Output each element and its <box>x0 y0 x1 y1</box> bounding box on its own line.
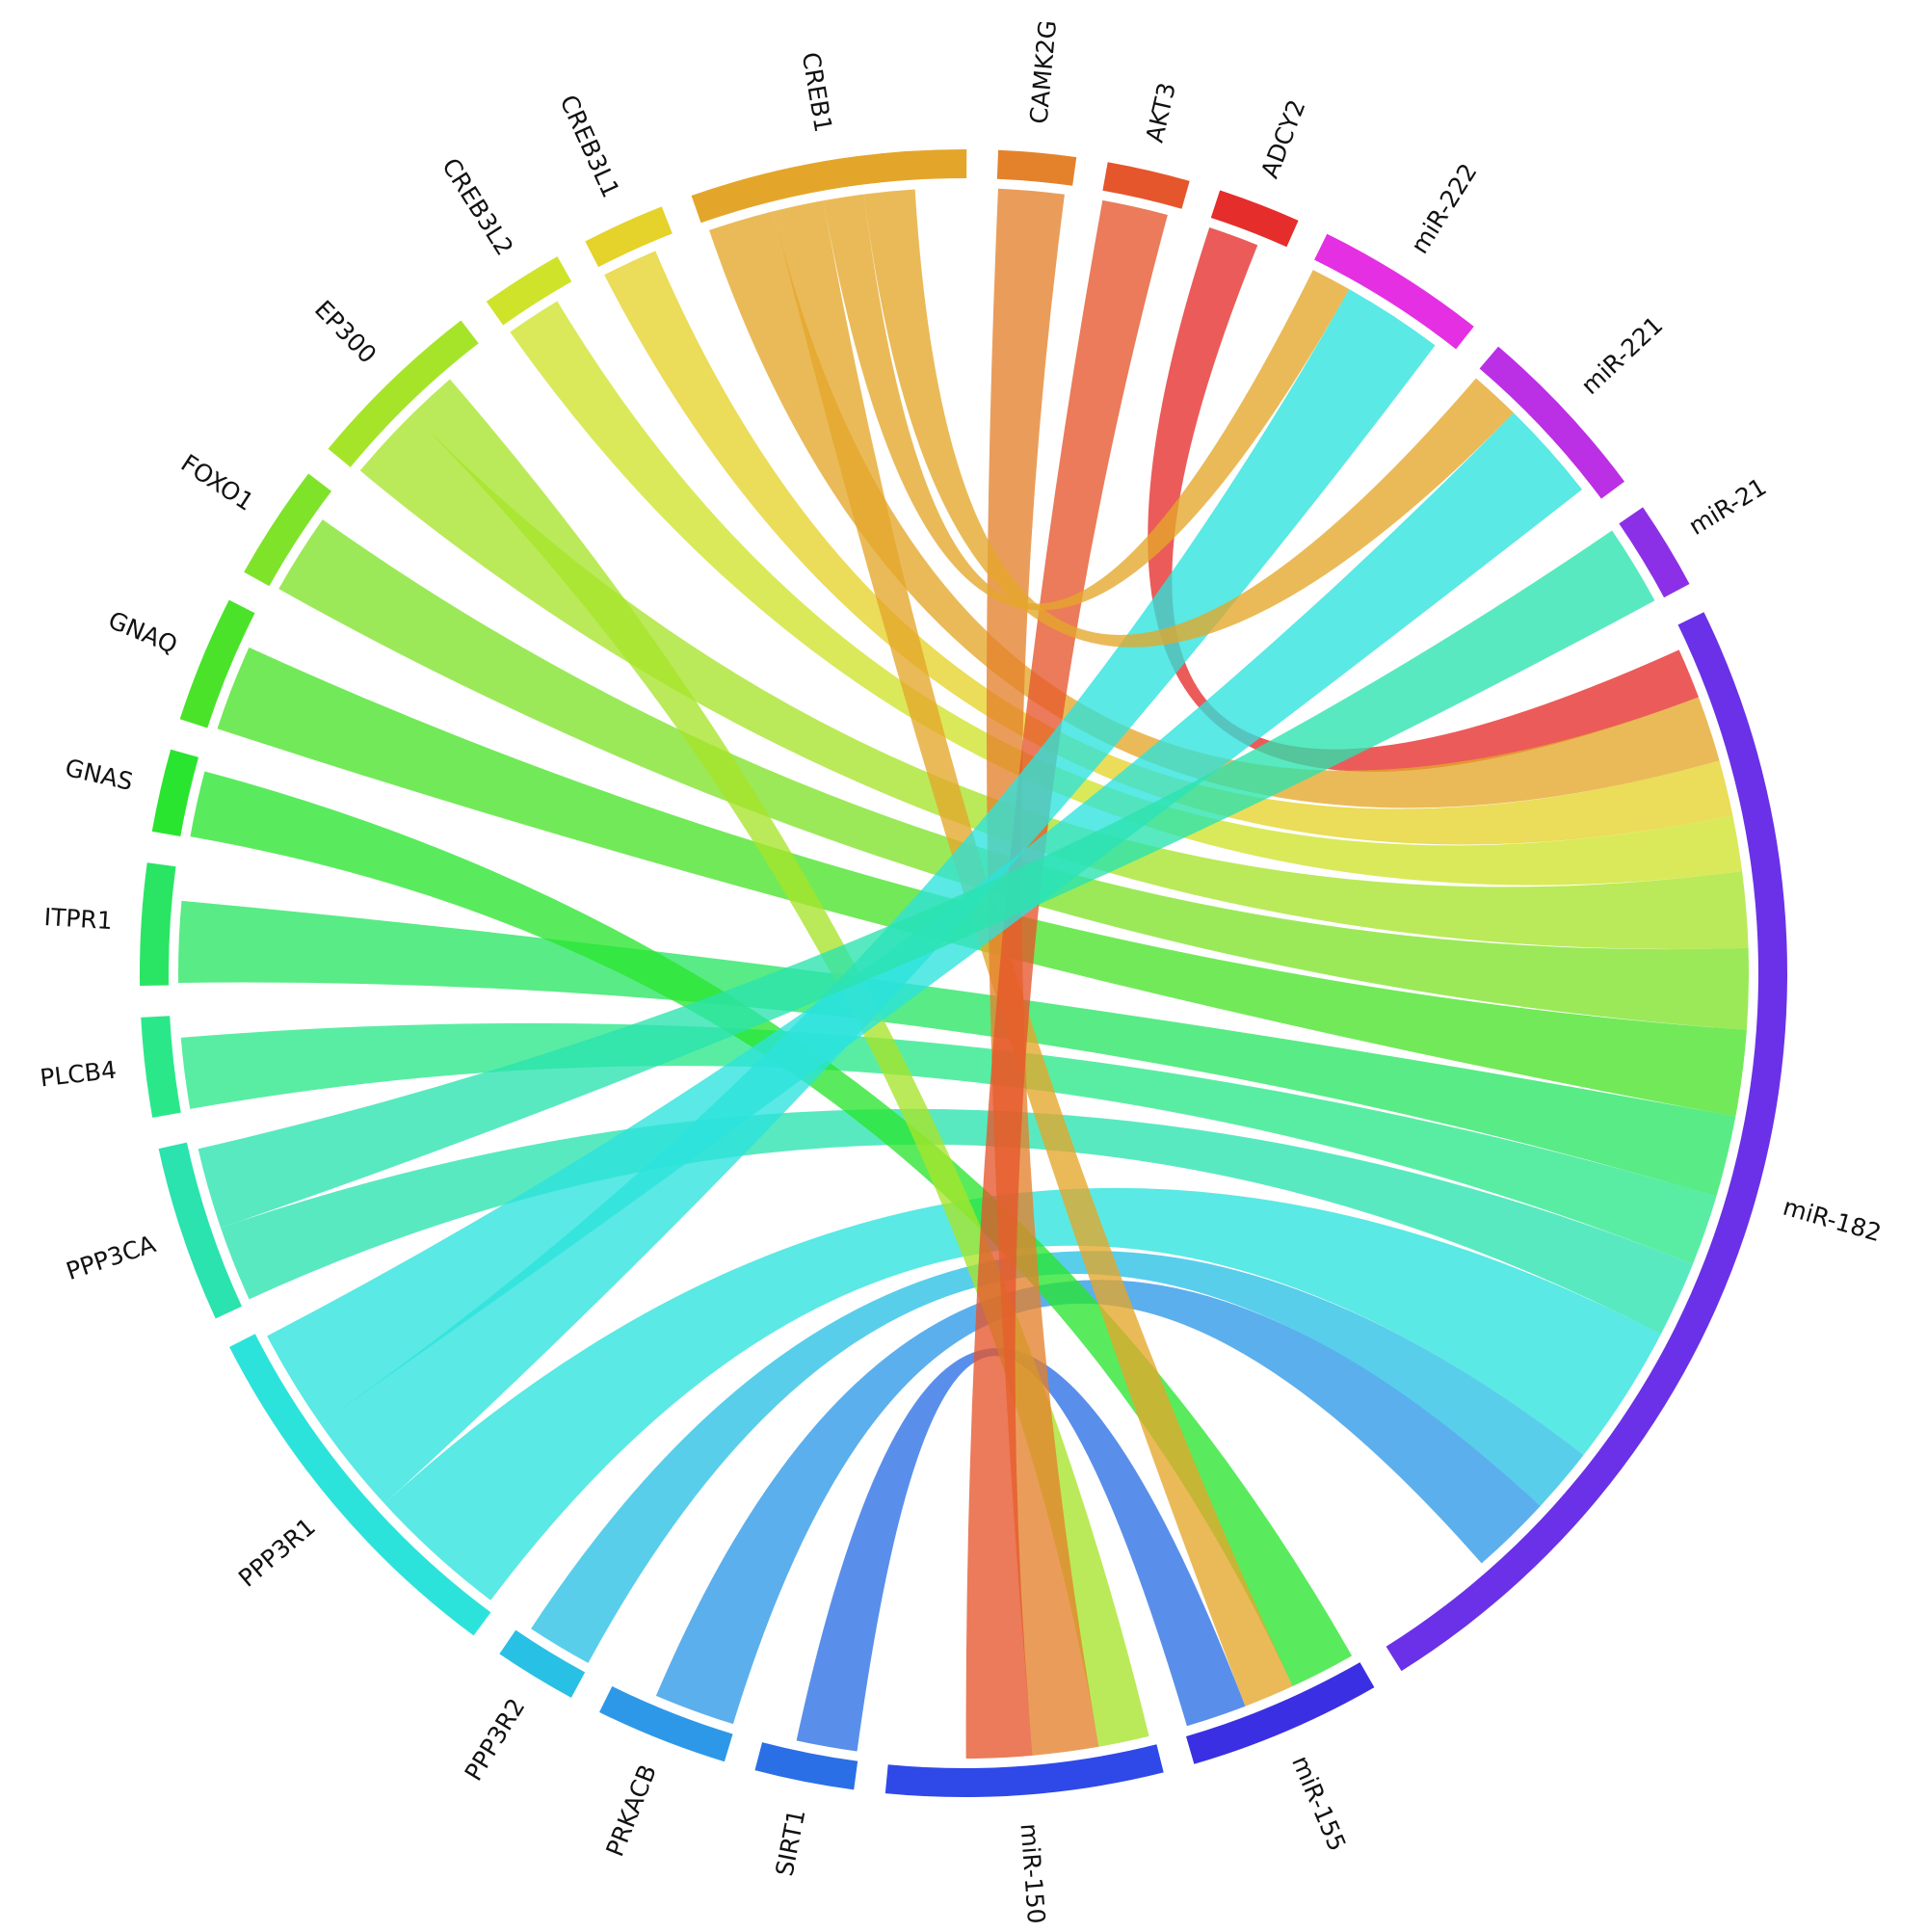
ribbon-mir-182-gnaq <box>217 647 1747 1117</box>
segment-label-camk2g: CAMK2G <box>1025 19 1063 125</box>
segment-arc-gnas <box>151 749 199 836</box>
ribbon-mir-182-creb3l1 <box>604 251 1733 845</box>
segment-arc-adcy2 <box>1210 190 1299 248</box>
segment-label-sirt1: SIRT1 <box>770 1807 810 1878</box>
segment-arc-creb3l1 <box>585 206 673 268</box>
ribbon-mir-182-adcy2 <box>1148 227 1700 772</box>
ribbon-mir-221-ppp3r1 <box>267 412 1583 1424</box>
segment-label-mir-150: miR-150 <box>1015 1822 1050 1924</box>
ribbon-mir-182-prkacb <box>655 1280 1541 1725</box>
segment-label-adcy2: ADCY2 <box>1255 95 1310 181</box>
segment-arc-creb3l2 <box>486 256 572 326</box>
arcs-layer <box>140 149 1787 1798</box>
ribbon-mir-150-akt3 <box>965 199 1168 1759</box>
ribbon-mir-155-sirt1 <box>796 1348 1246 1752</box>
segment-arc-gnaq <box>179 599 255 728</box>
segment-label-creb3l1: CREB3L1 <box>554 91 624 201</box>
segment-arc-creb1 <box>691 149 967 224</box>
segment-arc-ppp3ca <box>158 1142 242 1319</box>
ribbon-mir-222-creb1 <box>823 194 1350 611</box>
segment-label-ppp3r2: PPP3R2 <box>460 1693 531 1786</box>
ribbon-mir-221-creb1 <box>863 189 1515 648</box>
segment-label-creb1: CREB1 <box>797 50 837 134</box>
segment-arc-akt3 <box>1102 162 1190 209</box>
segment-arc-mir-222 <box>1314 233 1474 350</box>
segment-label-akt3: AKT3 <box>1141 80 1181 146</box>
segment-arc-ep300 <box>328 320 479 467</box>
segment-label-mir-21: miR-21 <box>1684 472 1772 541</box>
segment-label-prkacb: PRKACB <box>600 1760 662 1860</box>
ribbon-mir-182-creb3l2 <box>510 301 1743 886</box>
ribbon-mir-222-ppp3r1 <box>320 289 1436 1504</box>
segment-arc-mir-21 <box>1619 507 1690 598</box>
segment-label-itpr1: ITPR1 <box>43 903 114 935</box>
ribbon-mir-155-creb1 <box>773 200 1293 1707</box>
segment-label-mir-155: miR-155 <box>1286 1752 1352 1855</box>
ribbon-mir-182-foxo1 <box>278 519 1749 1030</box>
ribbon-mir-182-itpr1 <box>177 900 1736 1197</box>
segment-arc-plcb4 <box>141 1016 181 1118</box>
segment-label-mir-182: miR-182 <box>1780 1193 1884 1248</box>
segment-arc-itpr1 <box>140 862 176 987</box>
segment-arc-sirt1 <box>754 1742 858 1790</box>
ribbon-mir-182-ppp3r1 <box>384 1187 1661 1601</box>
ribbon-mir-21-ppp3ca <box>198 530 1655 1229</box>
segment-arc-mir-155 <box>1185 1662 1375 1764</box>
segment-arc-mir-150 <box>884 1744 1164 1798</box>
segment-arc-prkacb <box>599 1686 733 1762</box>
segment-label-creb3l2: CREB3L2 <box>436 153 518 260</box>
segment-label-ep300: EP300 <box>309 295 382 369</box>
ribbons-layer <box>177 188 1749 1759</box>
segment-arc-ppp3r2 <box>499 1629 586 1698</box>
ribbon-mir-182-plcb4 <box>180 1022 1717 1264</box>
segment-label-mir-222: miR-222 <box>1406 159 1483 259</box>
segment-arc-foxo1 <box>244 473 332 587</box>
segment-arc-mir-221 <box>1479 346 1625 499</box>
segment-label-gnaq: GNAQ <box>104 606 181 659</box>
segment-label-plcb4: PLCB4 <box>39 1056 118 1093</box>
segment-arc-camk2g <box>996 149 1077 186</box>
segment-label-foxo1: FOXO1 <box>176 449 259 516</box>
segment-label-ppp3r1: PPP3R1 <box>233 1513 321 1593</box>
segment-label-gnas: GNAS <box>63 754 136 796</box>
ribbon-mir-182-ppp3r2 <box>531 1251 1584 1663</box>
ribbon-mir-182-creb1 <box>709 211 1720 808</box>
segment-label-mir-221: miR-221 <box>1575 311 1668 400</box>
segment-label-ppp3ca: PPP3CA <box>63 1230 159 1285</box>
segment-arc-ppp3r1 <box>229 1334 491 1636</box>
